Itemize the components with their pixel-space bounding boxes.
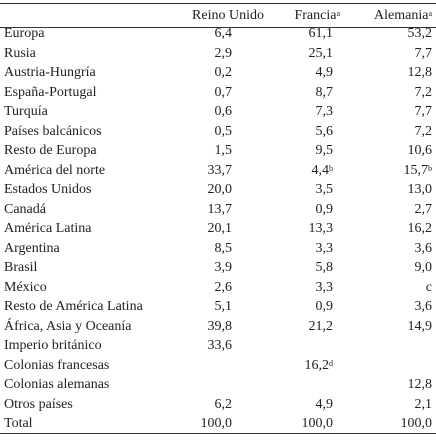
cell-value: 8,5	[214, 240, 233, 256]
cell-value: 3,3	[315, 279, 334, 295]
row-label: Brasil	[4, 260, 38, 275]
cell-value: 25,1	[308, 45, 334, 61]
row-label: España-Portugal	[4, 84, 97, 100]
cell-value: 14,9	[407, 318, 433, 334]
cell-value: 9,0	[414, 260, 433, 275]
cell-value: 6,4	[214, 26, 233, 41]
cell-value: 7,2	[414, 123, 433, 139]
footnote-mark: b	[329, 163, 333, 173]
row-label: Resto de América Latina	[4, 299, 143, 314]
row-label: Resto de Europa	[4, 143, 97, 158]
cell-value: 3,6	[414, 299, 433, 314]
cell-value: 7,3	[315, 104, 334, 119]
cell-value: 4,4b	[312, 162, 334, 180]
cell-value: 7,7	[414, 104, 433, 119]
cell-value: 4,9	[315, 396, 334, 412]
row-label: América Latina	[4, 221, 92, 236]
row-label: América del norte	[4, 162, 106, 178]
cell-value: 33,7	[207, 162, 233, 178]
cell-value: 2,9	[214, 45, 233, 61]
cell-value: 3,6	[414, 240, 433, 256]
cell-value: 0,9	[315, 201, 334, 217]
cell-value: 7,2	[414, 84, 433, 100]
cell-value: 3,9	[214, 260, 233, 275]
cell-value: 16,2d	[305, 357, 334, 375]
cell-value-text: 16,2	[304, 357, 330, 373]
cell-value: 0,6	[214, 104, 233, 119]
cell-value: 20,1	[207, 221, 233, 236]
cell-value: 100,0	[200, 416, 233, 431]
bottom-rule	[0, 433, 436, 434]
cell-value: 15,7b	[404, 162, 433, 180]
cell-value: 9,5	[315, 143, 334, 158]
cell-value: 2,7	[414, 201, 433, 217]
row-label: Estados Unidos	[4, 182, 92, 197]
footnote-mark: a	[428, 9, 432, 18]
cell-value: 3,5	[315, 182, 334, 197]
cell-value: 3,3	[315, 240, 334, 256]
cell-value: 61,1	[308, 26, 334, 41]
row-label: Colonias alemanas	[4, 377, 110, 392]
cell-value-text: 4,4	[311, 162, 330, 178]
cell-value: 1,5	[214, 143, 233, 158]
cell-value: 13,0	[407, 182, 433, 197]
row-label: Otros países	[4, 396, 73, 412]
row-label: México	[4, 279, 47, 295]
cell-value: 33,6	[207, 338, 233, 353]
cell-value: 5,6	[315, 123, 334, 139]
cell-value: 2,1	[414, 396, 433, 412]
cell-value: 0,7	[214, 84, 233, 100]
row-label: Argentina	[4, 240, 60, 256]
cell-value: 10,6	[407, 143, 433, 158]
cell-value: 100,0	[400, 416, 433, 431]
cell-value: 39,8	[207, 318, 233, 334]
row-label: Imperio británico	[4, 338, 102, 353]
cell-value: 100,0	[301, 416, 334, 431]
cell-value: 5,1	[214, 299, 233, 314]
row-label: Colonias francesas	[4, 357, 110, 373]
cell-value: 2,6	[214, 279, 233, 295]
column-header-text: Alemania	[374, 8, 429, 23]
cell-value: 7,7	[414, 45, 433, 61]
header-rule	[0, 27, 436, 28]
footnote-mark: b	[428, 163, 432, 173]
cell-value: 13,7	[207, 201, 233, 217]
cell-value: 0,9	[315, 299, 334, 314]
column-header-text: Reino Unido	[192, 8, 264, 23]
column-header-text: Francia	[294, 8, 337, 23]
cell-value: c	[425, 279, 432, 295]
row-label: Rusia	[4, 45, 36, 61]
top-rule	[0, 3, 436, 4]
cell-value: 53,2	[407, 26, 433, 41]
row-label: Canadá	[4, 201, 46, 217]
cell-value: 12,8	[407, 377, 433, 392]
column-header: Reino Unido	[192, 7, 264, 25]
column-header: Franciaa	[294, 7, 340, 25]
row-label: Austria-Hungría	[4, 65, 96, 80]
cell-value: 12,8	[407, 65, 433, 80]
cell-value: 20,0	[207, 182, 233, 197]
column-header: Alemaniaa	[374, 7, 432, 25]
footnote-mark: d	[329, 358, 333, 368]
cell-value: 4,9	[315, 65, 334, 80]
cell-value: 5,8	[315, 260, 334, 275]
row-label: Total	[4, 416, 33, 431]
cell-value: 0,2	[214, 65, 233, 80]
row-label: África, Asia y Oceanía	[4, 318, 132, 334]
row-label: Turquía	[4, 104, 48, 119]
cell-value: 0,5	[214, 123, 233, 139]
cell-value: 6,2	[214, 396, 233, 412]
cell-value: 21,2	[308, 318, 334, 334]
cell-value: 16,2	[407, 221, 433, 236]
footnote-mark: a	[336, 9, 340, 18]
row-label: Europa	[4, 26, 45, 41]
row-label: Países balcánicos	[4, 123, 102, 139]
cell-value: 13,3	[308, 221, 334, 236]
cell-value: 8,7	[315, 84, 334, 100]
cell-value-text: 15,7	[403, 162, 429, 178]
